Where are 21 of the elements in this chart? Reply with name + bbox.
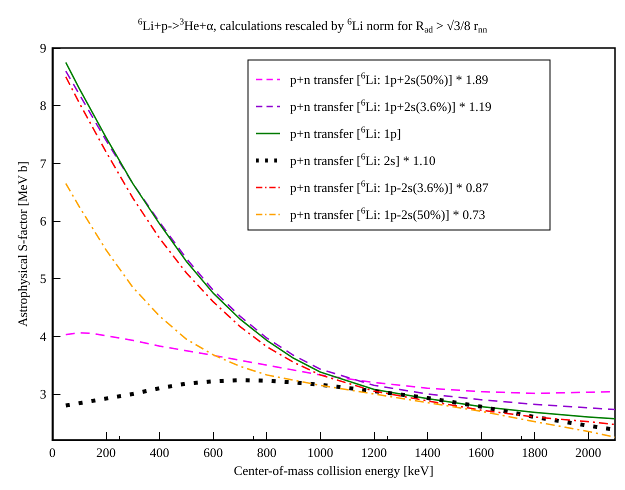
x-tick-label: 0 xyxy=(49,445,56,460)
x-tick-label: 1800 xyxy=(522,445,548,460)
line-series xyxy=(65,182,616,438)
y-tick-label: 8 xyxy=(40,98,46,114)
x-tick-label: 1000 xyxy=(307,445,334,460)
x-tick-label: 1600 xyxy=(468,445,494,460)
y-tick-label: 3 xyxy=(40,386,46,402)
x-tick-label: 2000 xyxy=(575,445,602,460)
x-tick-label: 400 xyxy=(150,445,170,460)
x-axis-title: Center-of-mass collision energy [keV] xyxy=(234,463,434,478)
y-tick-label: 9 xyxy=(40,40,46,56)
x-tick-label: 1400 xyxy=(414,445,440,460)
x-tick-label: 800 xyxy=(256,445,276,460)
y-tick-label: 6 xyxy=(40,213,47,228)
y-tick-label: 5 xyxy=(40,271,46,286)
x-tick-label: 1200 xyxy=(360,445,387,460)
x-tick-label: 600 xyxy=(203,445,223,460)
x-tick-label: 200 xyxy=(96,445,116,460)
y-tick-label: 4 xyxy=(40,328,47,344)
y-tick-label: 7 xyxy=(40,156,47,171)
y-axis-title: Astrophysical S-factor [MeV b] xyxy=(15,161,30,327)
